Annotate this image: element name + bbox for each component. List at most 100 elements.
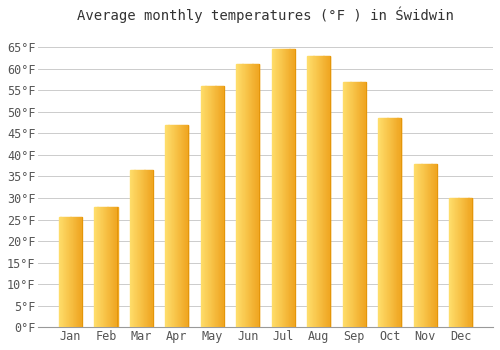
Bar: [285, 49, 286, 327]
Bar: [320, 56, 321, 327]
Bar: [329, 56, 330, 327]
Bar: [114, 206, 115, 327]
Bar: [312, 56, 313, 327]
Bar: [172, 125, 173, 327]
Bar: [116, 206, 117, 327]
Bar: [424, 163, 426, 327]
Bar: [426, 163, 427, 327]
Bar: [174, 125, 176, 327]
Bar: [240, 64, 241, 327]
Bar: [106, 206, 108, 327]
Bar: [74, 217, 75, 327]
Bar: [281, 49, 282, 327]
Bar: [201, 86, 202, 327]
Bar: [186, 125, 187, 327]
Bar: [246, 64, 247, 327]
Bar: [170, 125, 172, 327]
Bar: [462, 198, 463, 327]
Bar: [143, 170, 144, 327]
Bar: [312, 56, 314, 327]
Bar: [140, 170, 141, 327]
Bar: [272, 49, 274, 327]
Bar: [469, 198, 470, 327]
Bar: [218, 86, 220, 327]
Bar: [311, 56, 312, 327]
Bar: [318, 56, 319, 327]
Bar: [251, 64, 252, 327]
Bar: [180, 125, 181, 327]
Bar: [59, 217, 60, 327]
Bar: [256, 64, 257, 327]
Bar: [308, 56, 309, 327]
Bar: [213, 86, 214, 327]
Bar: [468, 198, 469, 327]
Bar: [69, 217, 70, 327]
Bar: [420, 163, 422, 327]
Bar: [356, 82, 358, 327]
Bar: [146, 170, 147, 327]
Bar: [202, 86, 203, 327]
Bar: [380, 118, 382, 327]
Bar: [212, 86, 213, 327]
Bar: [314, 56, 315, 327]
Bar: [349, 82, 350, 327]
Bar: [255, 64, 256, 327]
Bar: [388, 118, 389, 327]
Bar: [385, 118, 386, 327]
Bar: [237, 64, 238, 327]
Bar: [458, 198, 460, 327]
Bar: [236, 64, 237, 327]
Bar: [68, 217, 69, 327]
Bar: [291, 49, 292, 327]
Bar: [394, 118, 396, 327]
Bar: [280, 49, 281, 327]
Bar: [167, 125, 168, 327]
Bar: [316, 56, 318, 327]
Bar: [81, 217, 82, 327]
Bar: [400, 118, 402, 327]
Bar: [326, 56, 328, 327]
Bar: [221, 86, 222, 327]
Bar: [275, 49, 276, 327]
Bar: [103, 206, 104, 327]
Bar: [287, 49, 288, 327]
Bar: [344, 82, 345, 327]
Bar: [214, 86, 215, 327]
Bar: [423, 163, 424, 327]
Bar: [178, 125, 180, 327]
Bar: [471, 198, 472, 327]
Bar: [144, 170, 146, 327]
Bar: [79, 217, 80, 327]
Bar: [244, 64, 245, 327]
Bar: [138, 170, 139, 327]
Bar: [277, 49, 278, 327]
Bar: [258, 64, 260, 327]
Bar: [274, 49, 275, 327]
Bar: [288, 49, 290, 327]
Bar: [456, 198, 457, 327]
Bar: [346, 82, 348, 327]
Bar: [352, 82, 353, 327]
Bar: [432, 163, 433, 327]
Bar: [389, 118, 390, 327]
Bar: [461, 198, 462, 327]
Bar: [309, 56, 310, 327]
Bar: [429, 163, 430, 327]
Bar: [328, 56, 329, 327]
Bar: [133, 170, 134, 327]
Bar: [288, 49, 289, 327]
Bar: [252, 64, 254, 327]
Bar: [100, 206, 102, 327]
Bar: [396, 118, 398, 327]
Bar: [422, 163, 423, 327]
Bar: [179, 125, 180, 327]
Bar: [72, 217, 73, 327]
Bar: [365, 82, 366, 327]
Bar: [108, 206, 109, 327]
Bar: [66, 217, 68, 327]
Bar: [247, 64, 248, 327]
Bar: [136, 170, 137, 327]
Bar: [250, 64, 251, 327]
Bar: [353, 82, 354, 327]
Bar: [130, 170, 132, 327]
